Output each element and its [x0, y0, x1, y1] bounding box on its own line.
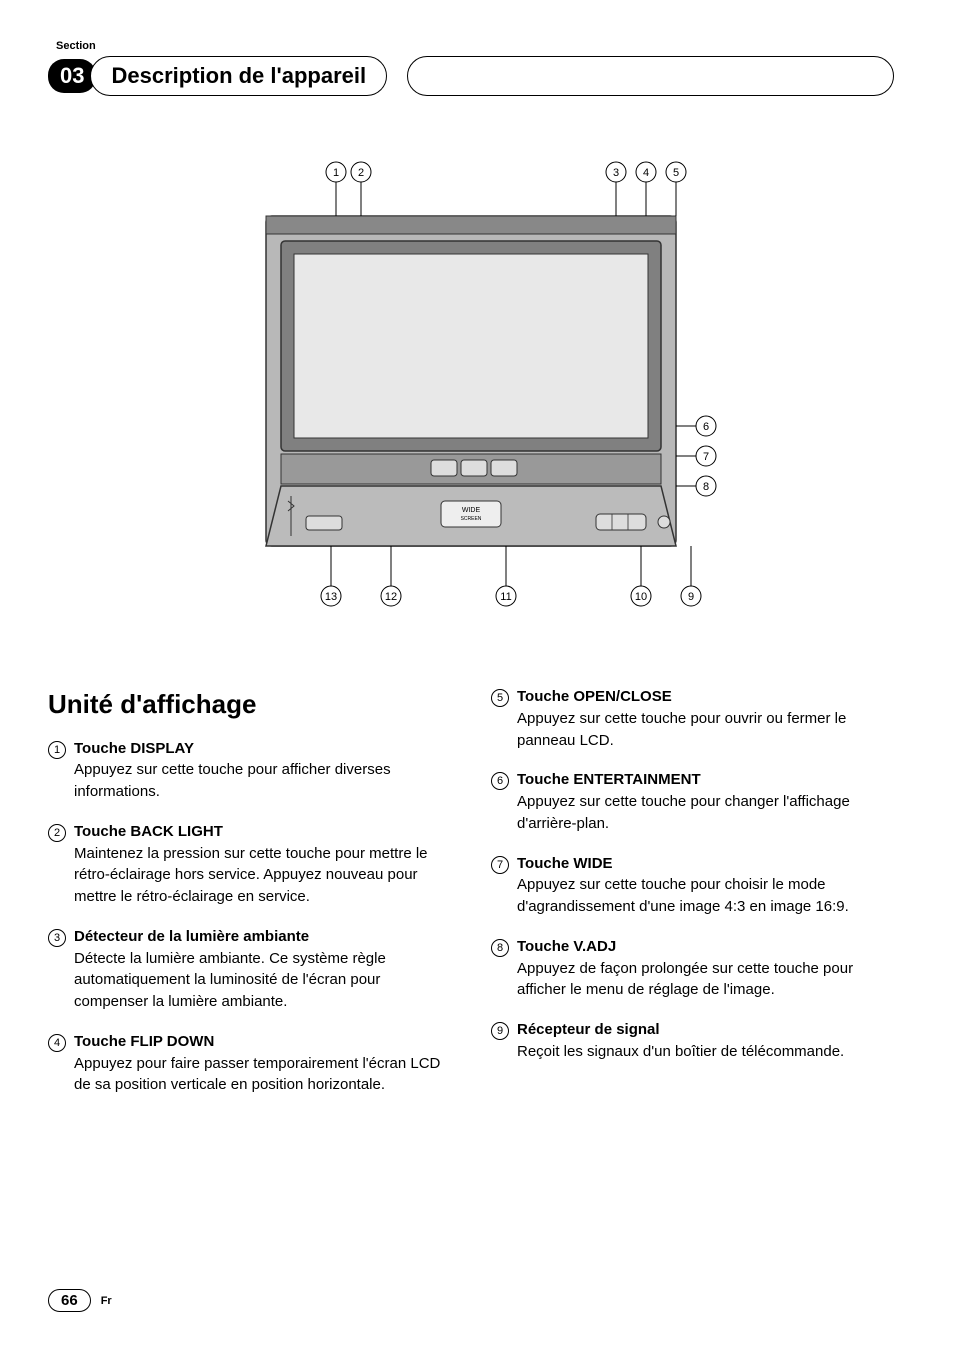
item-number: 1: [48, 738, 74, 803]
svg-text:8: 8: [703, 481, 709, 493]
item-title: Touche FLIP DOWN: [74, 1033, 214, 1050]
item-number: 8: [491, 936, 517, 1001]
svg-text:4: 4: [643, 167, 649, 179]
svg-text:5: 5: [673, 167, 679, 179]
item-number: 6: [491, 769, 517, 834]
item-title: Touche BACK LIGHT: [74, 823, 223, 840]
item-description: Détecte la lumière ambiante. Ce système …: [74, 948, 451, 1013]
item-body: Touche OPEN/CLOSE Appuyez sur cette touch…: [517, 686, 894, 751]
svg-text:WIDE: WIDE: [462, 507, 481, 514]
left-column: Unité d'affichage 1Touche DISPLAY Appuyez…: [48, 686, 451, 1114]
item-body: Touche BACK LIGHT Maintenez la pression s…: [74, 821, 451, 908]
svg-text:3: 3: [613, 167, 619, 179]
language-code: Fr: [101, 1295, 112, 1307]
device-figure: WIDESCREEN12345678131211109: [48, 156, 894, 636]
svg-text:2: 2: [358, 167, 364, 179]
item-description: Appuyez sur cette touche pour afficher d…: [74, 759, 451, 803]
svg-text:7: 7: [703, 451, 709, 463]
header-row: 03 Description de l'appareil: [48, 56, 894, 96]
item-body: Touche ENTERTAINMENT Appuyez sur cette to…: [517, 769, 894, 834]
item-body: Touche DISPLAY Appuyez sur cette touche p…: [74, 738, 451, 803]
item-number: 7: [491, 853, 517, 918]
svg-text:12: 12: [385, 591, 397, 603]
item-number: 9: [491, 1019, 517, 1063]
item-title: Touche ENTERTAINMENT: [517, 771, 701, 788]
item-body: Touche WIDE Appuyez sur cette touche pour…: [517, 853, 894, 918]
item-title: Touche OPEN/CLOSE: [517, 688, 672, 705]
item-title: Touche DISPLAY: [74, 740, 194, 757]
list-item: 1Touche DISPLAY Appuyez sur cette touche …: [48, 738, 451, 803]
list-item: 9Récepteur de signal Reçoit les signaux d…: [491, 1019, 894, 1063]
item-description: Reçoit les signaux d'un boîtier de téléc…: [517, 1041, 894, 1063]
item-number: 5: [491, 686, 517, 751]
device-diagram-svg: WIDESCREEN12345678131211109: [211, 156, 731, 636]
item-number: 3: [48, 926, 74, 1013]
page-footer: 66 Fr: [48, 1289, 112, 1312]
svg-text:6: 6: [703, 421, 709, 433]
list-item: 8Touche V.ADJ Appuyez de façon prolongée …: [491, 936, 894, 1001]
item-description: Appuyez pour faire passer temporairement…: [74, 1053, 451, 1097]
item-description: Appuyez sur cette touche pour choisir le…: [517, 874, 894, 918]
item-number: 4: [48, 1031, 74, 1096]
item-description: Appuyez sur cette touche pour changer l'…: [517, 791, 894, 835]
item-description: Maintenez la pression sur cette touche p…: [74, 843, 451, 908]
svg-text:9: 9: [688, 591, 694, 603]
svg-text:1: 1: [333, 167, 339, 179]
right-column: 5Touche OPEN/CLOSE Appuyez sur cette touc…: [491, 686, 894, 1114]
item-title: Détecteur de la lumière ambiante: [74, 928, 309, 945]
item-body: Touche V.ADJ Appuyez de façon prolongée s…: [517, 936, 894, 1001]
page-number: 66: [48, 1289, 91, 1312]
section-number-badge: 03: [48, 59, 96, 93]
item-title: Récepteur de signal: [517, 1021, 660, 1038]
item-description: Appuyez sur cette touche pour ouvrir ou …: [517, 708, 894, 752]
item-number: 2: [48, 821, 74, 908]
item-description: Appuyez de façon prolongée sur cette tou…: [517, 958, 894, 1002]
list-item: 5Touche OPEN/CLOSE Appuyez sur cette touc…: [491, 686, 894, 751]
list-item: 7Touche WIDE Appuyez sur cette touche pou…: [491, 853, 894, 918]
svg-text:11: 11: [500, 591, 511, 603]
svg-text:13: 13: [325, 591, 337, 603]
list-item: 3Détecteur de la lumière ambianteDétecte…: [48, 926, 451, 1013]
header-blank-pill: [407, 56, 894, 96]
svg-text:10: 10: [635, 591, 647, 603]
main-heading: Unité d'affichage: [48, 686, 451, 724]
item-title: Touche WIDE: [517, 855, 613, 872]
section-label: Section: [56, 40, 894, 52]
section-title: Description de l'appareil: [90, 56, 387, 96]
item-body: Récepteur de signal Reçoit les signaux d'…: [517, 1019, 894, 1063]
item-body: Détecteur de la lumière ambiante Détecte …: [74, 926, 451, 1013]
list-item: 6Touche ENTERTAINMENT Appuyez sur cette t…: [491, 769, 894, 834]
item-title: Touche V.ADJ: [517, 938, 616, 955]
svg-text:SCREEN: SCREEN: [461, 516, 482, 522]
content-columns: Unité d'affichage 1Touche DISPLAY Appuyez…: [48, 686, 894, 1114]
list-item: 2Touche BACK LIGHT Maintenez la pression …: [48, 821, 451, 908]
item-body: Touche FLIP DOWN Appuyez pour faire passe…: [74, 1031, 451, 1096]
list-item: 4Touche FLIP DOWN Appuyez pour faire pass…: [48, 1031, 451, 1096]
